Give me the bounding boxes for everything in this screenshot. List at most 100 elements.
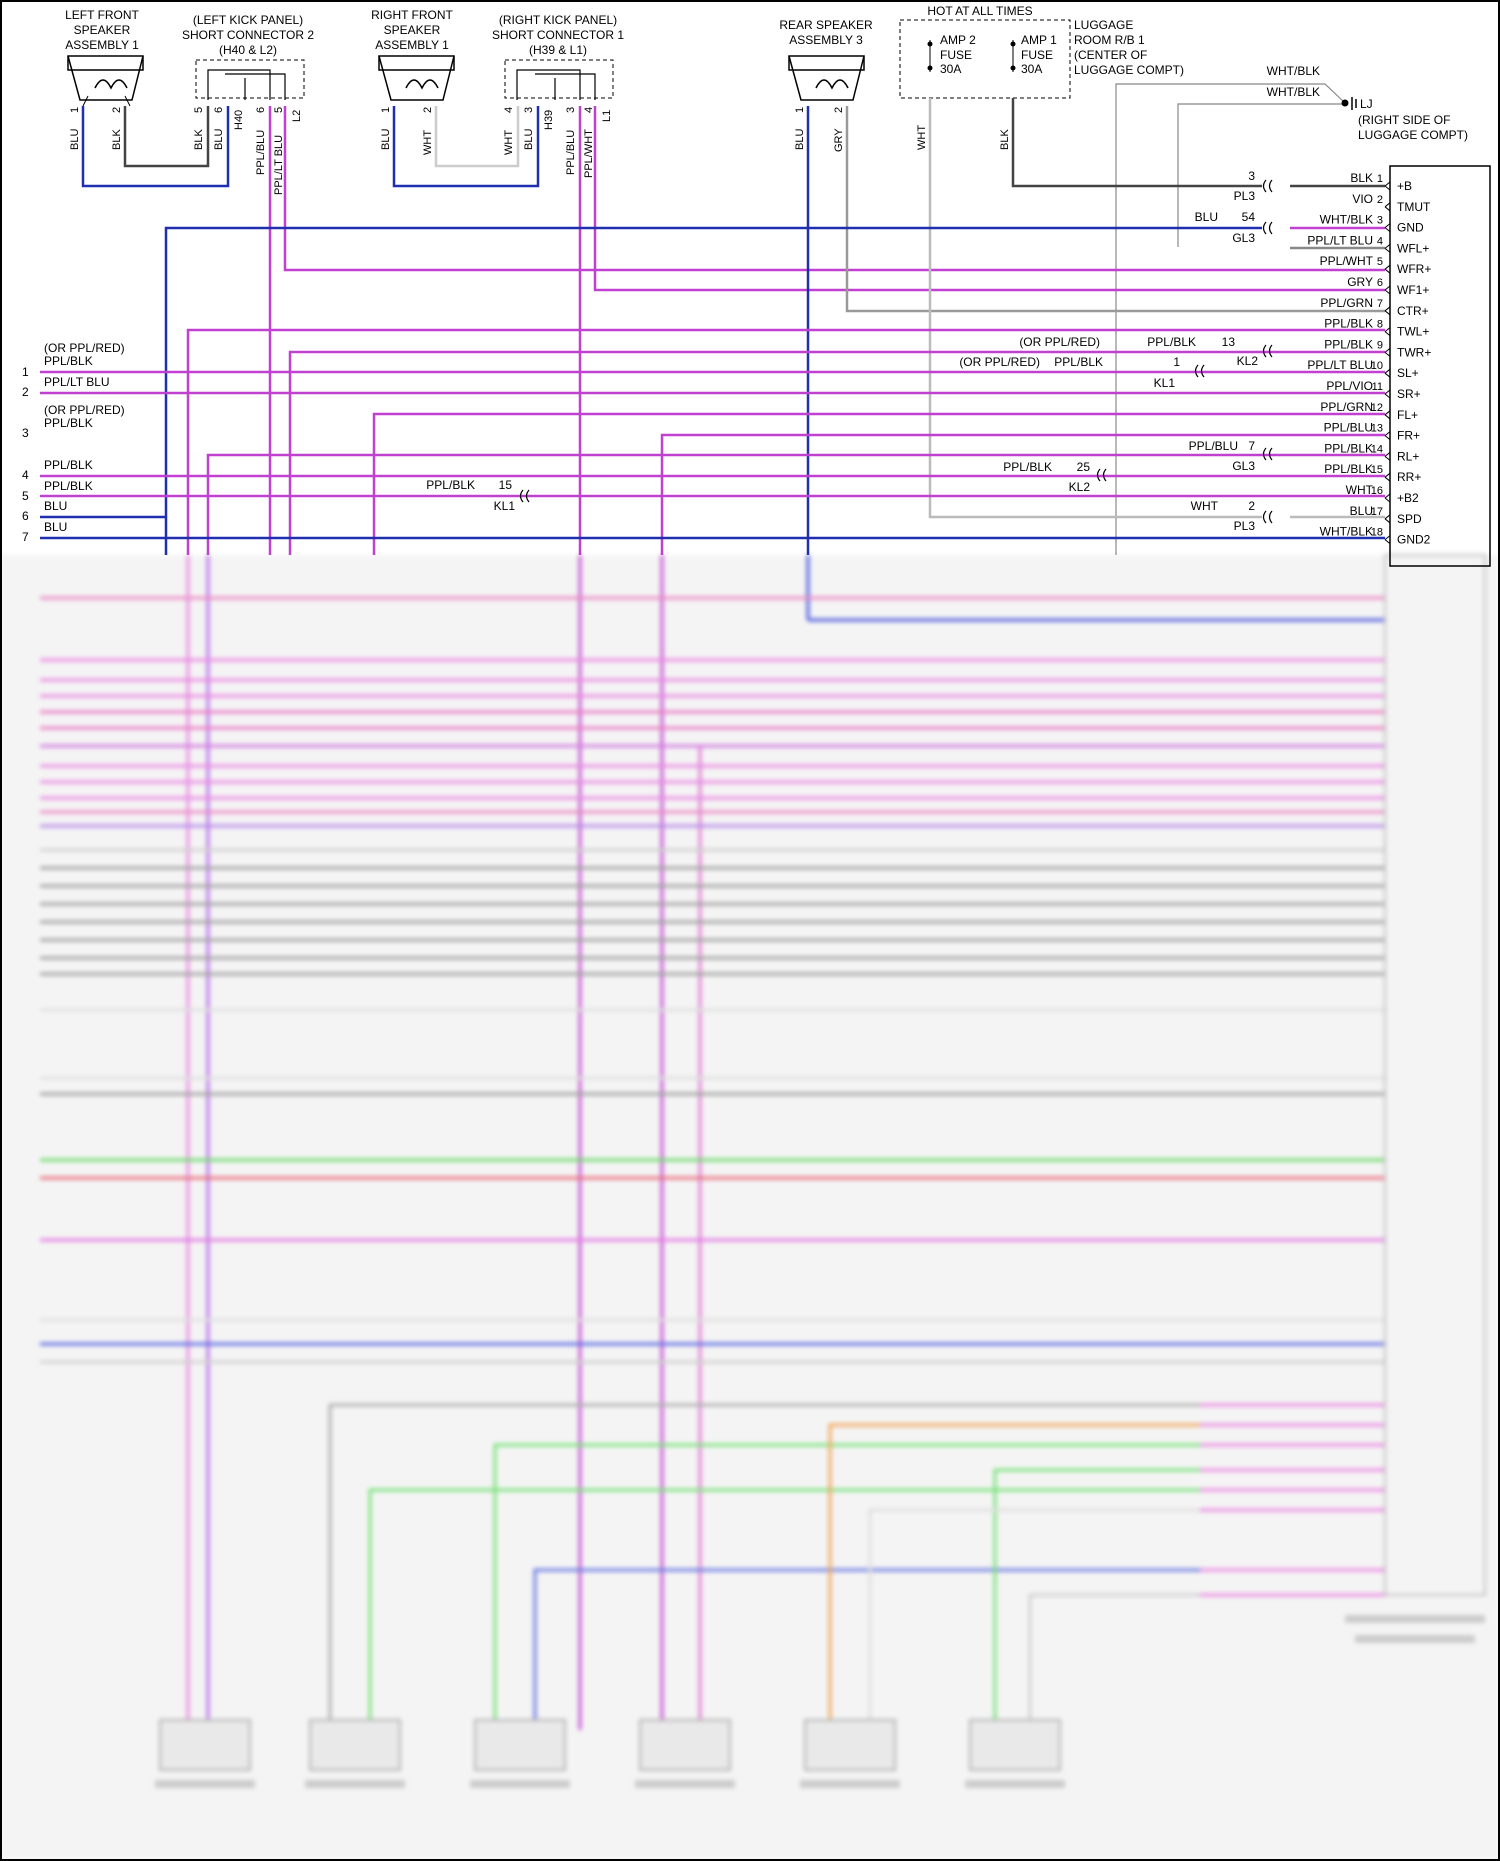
amp-pin-10-function: SL+ [1397, 366, 1419, 380]
conn-gl3-id: 54 [1242, 210, 1256, 224]
lkp-pin4-wire: PPL/BLU [255, 130, 267, 175]
lkp-pin2-wire: BLU [213, 129, 225, 150]
amp-pin-6-function: WF1+ [1397, 283, 1429, 297]
fuse-amp1-wire: BLK [999, 129, 1011, 150]
rf-pin1: 1 [380, 107, 392, 113]
conn-kl2b-name: KL2 [1069, 480, 1091, 494]
lkp-h40: H40 [233, 110, 245, 130]
rf-speaker-name-2: SPEAKER [384, 23, 441, 37]
lkp-name-1: (LEFT KICK PANEL) [193, 13, 303, 27]
ground-id: LJ [1360, 97, 1373, 111]
rkp-h39: H39 [543, 110, 555, 130]
fuse-amp1-name: AMP 1 [1021, 33, 1057, 47]
amp-pin-13-terminal [1384, 431, 1391, 440]
amp-pin-11-function: SR+ [1397, 387, 1421, 401]
amp-pin-11-terminal [1384, 389, 1391, 399]
amp-pin-9-wire: PPL/BLK [1324, 337, 1373, 351]
conn-gl3-wire: BLU [1195, 210, 1218, 224]
amp-pin-17-number: 17 [1371, 506, 1383, 518]
rear-pin2: 2 [833, 107, 845, 113]
amp-pin-6-wire: GRY [1347, 275, 1373, 289]
amp-pin-2-function: TMUT [1397, 200, 1431, 214]
amp-pin-11-wire: PPL/VIO [1326, 379, 1373, 393]
left-row-1-alt: (OR PPL/RED) [44, 341, 125, 355]
amp-pin-6-terminal [1384, 285, 1391, 295]
amp-pin-13-number: 13 [1371, 423, 1383, 435]
rf-pin1-wire: BLU [380, 129, 392, 150]
rkp-pin5-wire: PPL/WHT [583, 129, 595, 178]
amp-pin-5-wire: PPL/WHT [1320, 254, 1374, 268]
amp-pin-17-terminal [1384, 514, 1391, 524]
rf-pin2-wire: WHT [422, 130, 434, 155]
left-row-3-alt: (OR PPL/RED) [44, 403, 125, 417]
rkp-pin1-wire: WHT [503, 130, 515, 155]
amp-pin-9-function: TWR+ [1397, 345, 1431, 359]
lkp-pin1: 5 [193, 107, 205, 113]
left-row-1-num: 1 [22, 365, 29, 379]
rear-speaker: REAR SPEAKER ASSEMBLY 3 [779, 18, 873, 101]
amp-pin-1-wire: BLK [1350, 171, 1373, 185]
fuse-amp1-type: FUSE [1021, 48, 1053, 62]
amp-pin-5-function: WFR+ [1397, 262, 1431, 276]
amp-pin-7-number: 7 [1377, 298, 1383, 310]
amp-pin-16-number: 16 [1371, 485, 1383, 497]
left-row-6-num: 6 [22, 509, 29, 523]
amp-pin-1-function: +B [1397, 179, 1412, 193]
rkp-name-2: SHORT CONNECTOR 1 [492, 28, 624, 42]
left-row-7-wire: BLU [44, 520, 67, 534]
conn-gl3b-name: GL3 [1232, 459, 1255, 473]
amp-pin-18-terminal [1384, 535, 1391, 544]
amp-pin-12-function: FL+ [1397, 408, 1418, 422]
lkp-pin5: 5 [273, 107, 285, 113]
conn-kl1-wire: PPL/BLK [1054, 355, 1103, 369]
rear-pin1-wire: BLU [794, 129, 806, 150]
lkp-pin5-wire: PPL/LT BLU [273, 135, 285, 195]
left-row-4-num: 4 [22, 468, 29, 482]
top-pin-labels: BLU 1 BLK 2 BLK 5 BLU 6 H40 PPL/BLU 6 PP… [69, 107, 1011, 195]
amp-pin-3-function: GND [1397, 221, 1424, 235]
ground-note-1: (RIGHT SIDE OF [1358, 113, 1450, 127]
conn-gl3b-id: 7 [1248, 439, 1255, 453]
amp-pin-15-terminal [1384, 472, 1391, 482]
conn-kl2b-wire: PPL/BLK [1003, 460, 1052, 474]
right-kick-panel-connector: (RIGHT KICK PANEL) SHORT CONNECTOR 1 (H3… [492, 13, 624, 100]
amp-pin-15-function: RR+ [1397, 470, 1421, 484]
conn-gl3b-wire: PPL/BLU [1189, 439, 1238, 453]
fuse-amp2-type: FUSE [940, 48, 972, 62]
amp-pin-17-function: SPD [1397, 512, 1422, 526]
amp-pin-7-function: CTR+ [1397, 304, 1429, 318]
amp-pin-6-number: 6 [1377, 277, 1383, 289]
amplifier-connector [1389, 165, 1491, 567]
amp-pin-16-wire: WHT [1346, 483, 1374, 497]
fuse-box-location-1: LUGGAGE [1074, 18, 1133, 32]
left-row-2-wire: PPL/LT BLU [44, 375, 110, 389]
conn-gl3-name: GL3 [1232, 231, 1255, 245]
amp-pin-8-wire: PPL/BLK [1324, 317, 1373, 331]
amp-pin-11-number: 11 [1372, 381, 1383, 393]
rf-speaker-name-3: ASSEMBLY 1 [375, 38, 449, 52]
amp-pin-3-wire: WHT/BLK [1320, 213, 1373, 227]
rkp-l1: L1 [601, 110, 613, 122]
left-kick-panel-connector: (LEFT KICK PANEL) SHORT CONNECTOR 2 (H40… [182, 13, 314, 100]
lf-speaker-name-1: LEFT FRONT [65, 8, 139, 22]
amp-pin-13-function: FR+ [1397, 429, 1420, 443]
lkp-l2: L2 [291, 110, 303, 122]
left-row-2-num: 2 [22, 385, 29, 399]
conn-kl1-id: 1 [1173, 355, 1180, 369]
amp-pin-10-number: 10 [1371, 360, 1383, 372]
left-row-4-wire: PPL/BLK [44, 458, 93, 472]
lkp-name-2: SHORT CONNECTOR 2 [182, 28, 314, 42]
lkp-name-3: (H40 & L2) [219, 43, 277, 57]
amp-pin-14-number: 14 [1371, 443, 1383, 455]
amp-pin-9-terminal [1384, 348, 1391, 357]
conn-pl3b-name: PL3 [1234, 519, 1256, 533]
amp-pin-8-function: TWL+ [1397, 325, 1429, 339]
lkp-pin4: 6 [255, 107, 267, 113]
amp-pin-17-wire: BLU [1350, 504, 1373, 518]
amp-pin-15-wire: PPL/BLK [1324, 462, 1373, 476]
left-row-3-wire: PPL/BLK [44, 416, 93, 430]
alt-color-note-2: (OR PPL/RED) [959, 355, 1040, 369]
amp-pin-18-wire: WHT/BLK [1320, 525, 1373, 539]
rear-pin2-wire: GRY [833, 128, 845, 152]
alt-color-note-1: (OR PPL/RED) [1019, 335, 1100, 349]
